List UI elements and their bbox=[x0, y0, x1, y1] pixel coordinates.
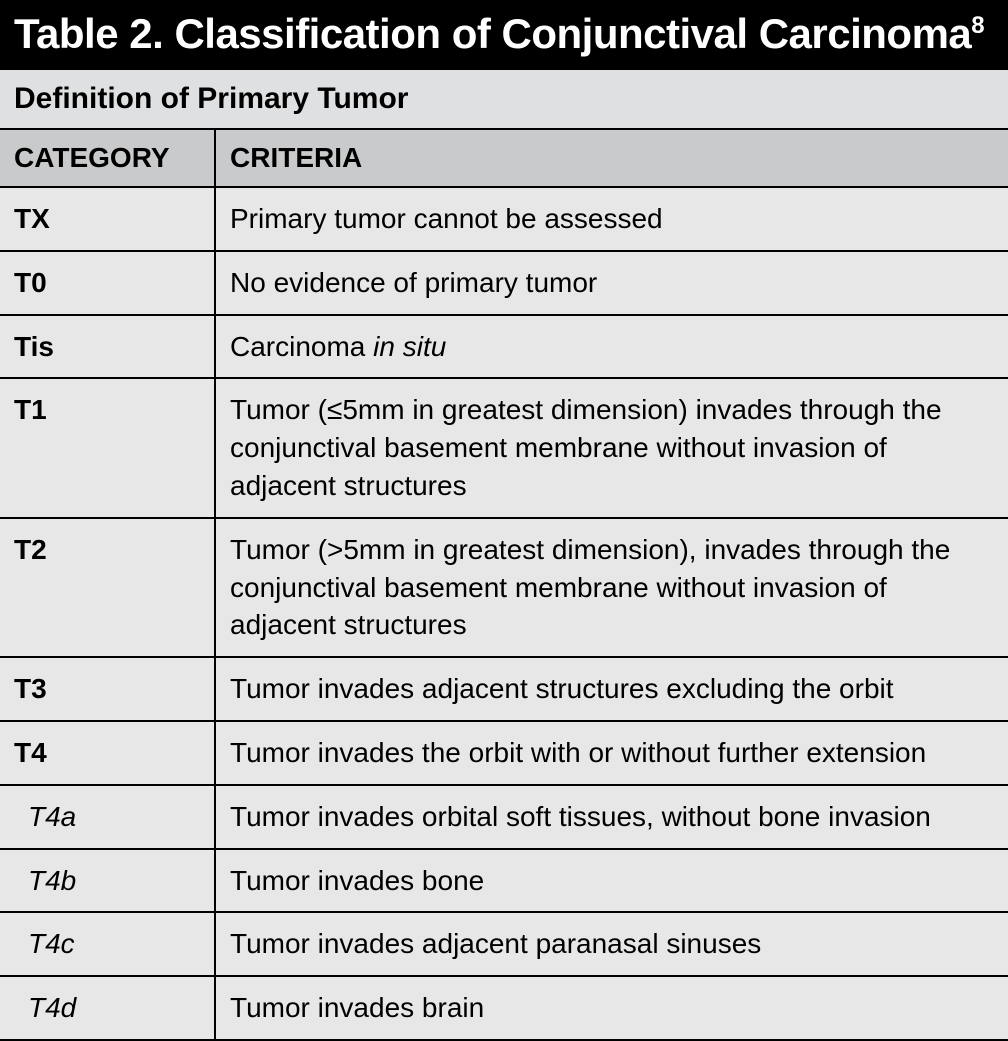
table-title: Table 2. Classification of Conjunctival … bbox=[0, 0, 1008, 70]
cell-category: T4a bbox=[0, 785, 215, 849]
table-row: T1Tumor (≤5mm in greatest dimension) inv… bbox=[0, 378, 1008, 517]
cell-category: TX bbox=[0, 187, 215, 251]
cell-category: Tis bbox=[0, 315, 215, 379]
col-header-category: CATEGORY bbox=[0, 129, 215, 187]
cell-criteria: Tumor invades bone bbox=[215, 849, 1008, 913]
table-title-sup: 8 bbox=[971, 12, 984, 39]
table-row: T4bTumor invades bone bbox=[0, 849, 1008, 913]
table-body: TXPrimary tumor cannot be assessedT0No e… bbox=[0, 187, 1008, 1040]
cell-criteria: Tumor (>5mm in greatest dimension), inva… bbox=[215, 518, 1008, 657]
cell-criteria: Tumor invades adjacent structures exclud… bbox=[215, 657, 1008, 721]
cell-category: T0 bbox=[0, 251, 215, 315]
table-row: T0No evidence of primary tumor bbox=[0, 251, 1008, 315]
table-row: T4cTumor invades adjacent paranasal sinu… bbox=[0, 912, 1008, 976]
table-subheading-row: Definition of Primary Tumor bbox=[0, 70, 1008, 129]
table-title-text: Table 2. Classification of Conjunctival … bbox=[14, 10, 971, 57]
classification-table: Table 2. Classification of Conjunctival … bbox=[0, 0, 1008, 1041]
table-row: TXPrimary tumor cannot be assessed bbox=[0, 187, 1008, 251]
cell-criteria: Carcinoma in situ bbox=[215, 315, 1008, 379]
cell-category: T4b bbox=[0, 849, 215, 913]
table-title-row: Table 2. Classification of Conjunctival … bbox=[0, 0, 1008, 70]
cell-criteria: Tumor (≤5mm in greatest dimension) invad… bbox=[215, 378, 1008, 517]
table-row: T2Tumor (>5mm in greatest dimension), in… bbox=[0, 518, 1008, 657]
cell-criteria: Tumor invades the orbit with or without … bbox=[215, 721, 1008, 785]
cell-category: T4c bbox=[0, 912, 215, 976]
cell-criteria: Tumor invades adjacent paranasal sinuses bbox=[215, 912, 1008, 976]
table-row: TisCarcinoma in situ bbox=[0, 315, 1008, 379]
cell-category: T4d bbox=[0, 976, 215, 1040]
cell-criteria: No evidence of primary tumor bbox=[215, 251, 1008, 315]
table-row: T4Tumor invades the orbit with or withou… bbox=[0, 721, 1008, 785]
cell-criteria: Tumor invades orbital soft tissues, with… bbox=[215, 785, 1008, 849]
table-row: T4dTumor invades brain bbox=[0, 976, 1008, 1040]
cell-category: T2 bbox=[0, 518, 215, 657]
cell-category: T4 bbox=[0, 721, 215, 785]
table-subheading: Definition of Primary Tumor bbox=[0, 70, 1008, 129]
table-row: T4aTumor invades orbital soft tissues, w… bbox=[0, 785, 1008, 849]
table-header-row: CATEGORY CRITERIA bbox=[0, 129, 1008, 187]
cell-criteria: Tumor invades brain bbox=[215, 976, 1008, 1040]
cell-criteria: Primary tumor cannot be assessed bbox=[215, 187, 1008, 251]
table-row: T3Tumor invades adjacent structures excl… bbox=[0, 657, 1008, 721]
col-header-criteria: CRITERIA bbox=[215, 129, 1008, 187]
cell-category: T3 bbox=[0, 657, 215, 721]
cell-category: T1 bbox=[0, 378, 215, 517]
